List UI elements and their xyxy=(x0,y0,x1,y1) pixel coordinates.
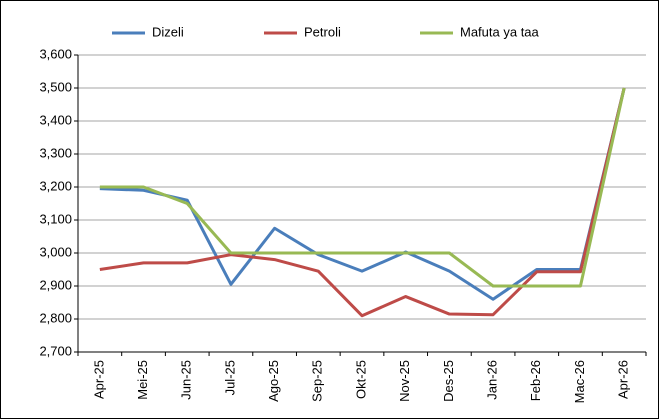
y-tick-label: 3,400 xyxy=(39,112,72,127)
x-tick-label: Nov-25 xyxy=(397,360,412,402)
y-tick-label: 2,900 xyxy=(39,277,72,292)
x-tick-label: Feb-26 xyxy=(528,360,543,401)
y-tick-label: 3,000 xyxy=(39,244,72,259)
x-tick-label: Ago-25 xyxy=(266,360,281,402)
y-tick-label: 3,200 xyxy=(39,178,72,193)
x-tick-label: Sep-25 xyxy=(310,360,325,402)
x-tick-label: Des-25 xyxy=(441,360,456,402)
y-tick-label: 2,800 xyxy=(39,310,72,325)
x-tick-label: Mac-26 xyxy=(572,360,587,403)
x-tick-label: Jul-25 xyxy=(222,360,237,395)
x-tick-label: Mei-25 xyxy=(135,360,150,400)
series-line xyxy=(99,87,626,288)
x-tick-label: Okt-25 xyxy=(353,360,368,399)
series-line xyxy=(99,87,626,318)
y-tick-label: 3,100 xyxy=(39,211,72,226)
x-tick-label: Apr-26 xyxy=(616,360,631,399)
legend-label: Mafuta ya taa xyxy=(460,24,540,39)
y-tick-label: 2,700 xyxy=(39,343,72,358)
y-tick-label: 3,500 xyxy=(39,79,72,94)
x-tick-label: Apr-25 xyxy=(91,360,106,399)
legend-label: Dizeli xyxy=(152,24,184,39)
legend-label: Petroli xyxy=(304,24,341,39)
series-line xyxy=(99,87,626,301)
y-tick-label: 3,600 xyxy=(39,46,72,61)
y-tick-label: 3,300 xyxy=(39,145,72,160)
x-tick-label: Jun-25 xyxy=(179,360,194,400)
x-tick-label: Jan-26 xyxy=(485,360,500,400)
